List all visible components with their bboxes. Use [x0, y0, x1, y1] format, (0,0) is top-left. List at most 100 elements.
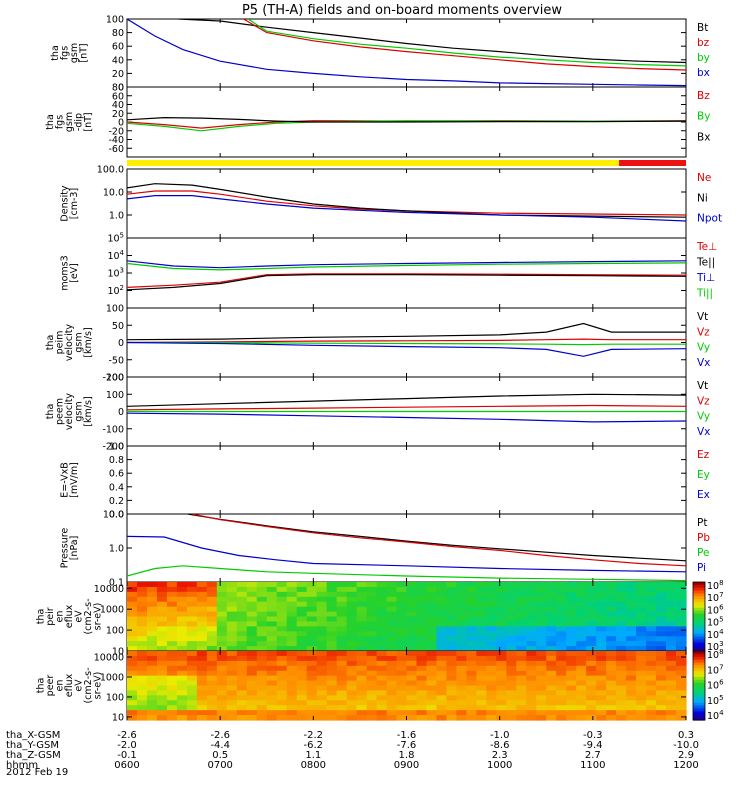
spectrogram-cell: [206, 700, 218, 706]
spectrogram-cell: [236, 631, 248, 637]
spectrogram-cell: [486, 626, 497, 632]
spectrogram-cell: [226, 596, 238, 603]
spectrogram-cell: [386, 611, 398, 618]
spectrogram-cell: [576, 700, 587, 706]
spectrogram-cell: [376, 591, 388, 598]
series-line: [127, 116, 686, 123]
spectrogram-cell: [356, 651, 368, 657]
spectrogram-cell: [146, 700, 158, 706]
spectrogram-cell: [236, 582, 248, 588]
spectrogram-cell: [646, 606, 657, 613]
spectrogram-cell: [416, 641, 428, 647]
spectrogram-cell: [546, 586, 557, 593]
spectrogram-cell: [586, 700, 597, 706]
spectrogram-cell: [496, 601, 507, 608]
colorbar-step: [693, 679, 705, 684]
spectrogram-cell: [546, 651, 557, 657]
spectrogram-cell: [146, 675, 158, 682]
series-line: [127, 393, 686, 407]
spectrogram-cell: [196, 705, 208, 711]
y-axis-label-line: en: [55, 680, 66, 692]
spectrogram-cell: [546, 685, 557, 692]
spectrogram-cell: [416, 660, 428, 667]
spectrogram-cell: [266, 655, 278, 662]
spectrogram-cell: [396, 651, 408, 657]
spectrogram-cell: [236, 586, 248, 593]
spectrogram-cell: [356, 705, 368, 711]
spectrogram-cell: [516, 685, 527, 692]
spectrogram-cell: [586, 651, 597, 657]
spectrogram-cell: [346, 631, 358, 637]
colorbar-step: [693, 584, 705, 589]
colorbar-step: [693, 653, 705, 658]
spectrogram-cell: [336, 670, 348, 677]
spectrogram-cell: [416, 621, 428, 627]
spectrogram-cell: [156, 660, 168, 667]
spectrogram-cell: [666, 636, 677, 642]
colorbar-tick-label: 108: [707, 648, 724, 661]
spectrogram-cell: [376, 655, 388, 662]
spectrogram-cell: [676, 591, 687, 598]
spectrogram-cell: [566, 715, 577, 721]
spectrogram-cell: [596, 680, 607, 687]
spectrogram-cell: [476, 606, 487, 613]
spectrogram-cell: [286, 665, 298, 672]
spectrogram-cell: [636, 655, 647, 662]
colorbar-step: [693, 711, 705, 715]
spectrogram-cell: [676, 665, 687, 672]
spectrogram-cell: [496, 631, 507, 637]
colorbar-step: [693, 691, 705, 695]
spectrogram-cell: [666, 680, 677, 687]
spectrogram-cell: [336, 596, 348, 603]
spectrogram-cell: [566, 685, 577, 692]
spectrogram-cell: [566, 651, 577, 657]
spectrogram-cell: [646, 700, 657, 706]
y-tick-label: 100.0: [97, 165, 124, 176]
spectrogram-cell: [496, 660, 507, 667]
colorbar-step: [693, 671, 705, 675]
spectrogram-cell: [666, 651, 677, 657]
spectrogram-cell: [666, 665, 677, 672]
spectrogram-cell: [366, 621, 378, 627]
spectrogram-cell: [346, 641, 358, 647]
spectrogram-cell: [356, 685, 368, 692]
spectrogram-cell: [336, 710, 348, 716]
y-tick-label: 1.0: [109, 442, 124, 453]
spectrogram-cell: [576, 695, 587, 701]
spectrogram-cell: [516, 655, 527, 662]
spectrogram-cell: [226, 582, 238, 588]
spectrogram-cell: [216, 715, 228, 721]
spectrogram-cell: [286, 690, 298, 696]
spectrogram-cell: [236, 655, 248, 662]
spectrogram-cell: [326, 641, 338, 647]
spectrogram-cell: [506, 646, 517, 652]
spectrogram-cell: [256, 660, 268, 667]
spectrogram-cell: [356, 665, 368, 672]
spectrogram-cell: [256, 636, 268, 642]
legend-bz: Bz: [697, 90, 710, 102]
spectrogram-cell: [346, 601, 358, 608]
spectrogram-cell: [306, 596, 318, 603]
spectrogram-cell: [176, 715, 188, 721]
spectrogram-cell: [306, 700, 318, 706]
spectrogram-cell: [156, 611, 168, 618]
spectrogram-cell: [406, 651, 418, 657]
spectrogram-cell: [666, 655, 677, 662]
spectrogram-cell: [476, 705, 487, 711]
spectrogram-cell: [286, 636, 298, 642]
spectrogram-cell: [456, 690, 467, 696]
spectrogram-cell: [566, 641, 577, 647]
spectrogram-cell: [256, 631, 268, 637]
spectrogram-cell: [426, 655, 438, 662]
spectrogram-cell: [606, 660, 617, 667]
spectrogram-cell: [166, 670, 178, 677]
ephemeris-label: tha_Z-GSM: [6, 750, 61, 761]
spectrogram-cell: [266, 636, 278, 642]
spectrogram-cell: [226, 685, 238, 692]
panel-frame: [126, 168, 687, 239]
spectrogram-cell: [146, 596, 158, 603]
spectrogram-cell: [236, 651, 248, 657]
spectrogram-cell: [296, 616, 308, 623]
spectrogram-cell: [156, 651, 168, 657]
spectrogram-cell: [286, 675, 298, 682]
